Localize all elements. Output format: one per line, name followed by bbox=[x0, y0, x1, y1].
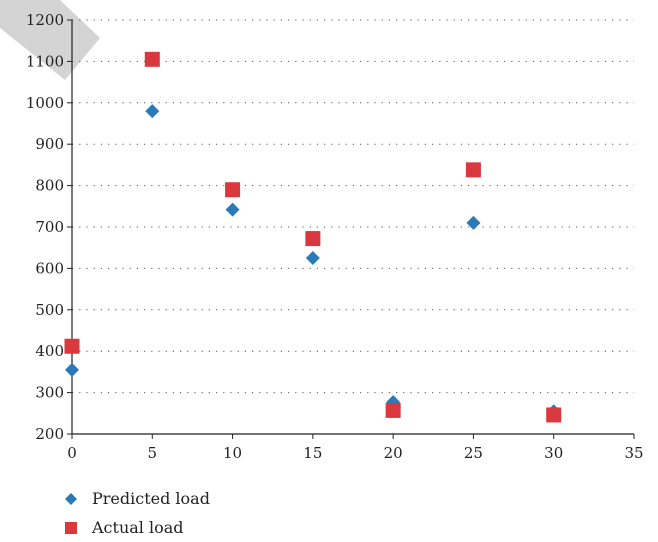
actual-load-point bbox=[305, 231, 321, 247]
legend-label-predicted: Predicted load bbox=[92, 489, 210, 508]
y-tick-label: 500 bbox=[35, 301, 64, 319]
actual-load-point bbox=[385, 402, 401, 418]
predicted-load-point bbox=[466, 215, 481, 230]
y-tick-label: 200 bbox=[35, 425, 64, 443]
predicted-load-point bbox=[65, 362, 79, 377]
x-tick-label: 20 bbox=[384, 444, 403, 462]
actual-load-point bbox=[465, 162, 481, 178]
y-tick-label: 400 bbox=[35, 342, 64, 360]
predicted-load-point bbox=[225, 202, 240, 217]
y-tick-label: 600 bbox=[35, 259, 64, 277]
y-tick-label: 300 bbox=[35, 384, 64, 402]
predicted-load-point bbox=[305, 251, 320, 266]
legend-item-predicted: Predicted load bbox=[64, 484, 210, 513]
y-tick-label: 800 bbox=[35, 177, 64, 195]
diamond-marker-icon bbox=[65, 492, 77, 505]
actual-load-point bbox=[144, 51, 160, 67]
actual-load-point bbox=[546, 407, 562, 423]
x-tick-label: 0 bbox=[67, 444, 77, 462]
y-tick-label: 700 bbox=[35, 218, 64, 236]
predicted-load-point bbox=[145, 104, 160, 119]
y-tick-label: 900 bbox=[35, 135, 64, 153]
actual-load-point bbox=[225, 182, 241, 198]
x-tick-label: 15 bbox=[303, 444, 322, 462]
legend-item-actual: Actual load bbox=[64, 513, 210, 542]
x-tick-label: 5 bbox=[148, 444, 158, 462]
legend: Predicted load Actual load bbox=[64, 484, 210, 542]
y-tick-label: 1000 bbox=[26, 94, 64, 112]
x-tick-label: 10 bbox=[223, 444, 242, 462]
y-tick-label: 1100 bbox=[26, 52, 64, 70]
actual-load-point bbox=[64, 338, 80, 354]
y-tick-label: 1200 bbox=[26, 11, 64, 29]
x-tick-label: 30 bbox=[544, 444, 563, 462]
x-tick-label: 35 bbox=[624, 444, 643, 462]
legend-label-actual: Actual load bbox=[92, 518, 184, 537]
square-marker-icon bbox=[65, 521, 77, 534]
x-tick-label: 25 bbox=[464, 444, 483, 462]
